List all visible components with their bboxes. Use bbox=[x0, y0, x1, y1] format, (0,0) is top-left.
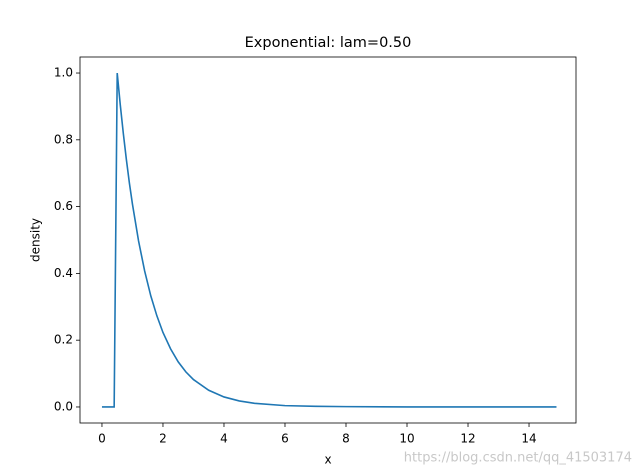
x-tick-label: 0 bbox=[98, 432, 106, 446]
x-tick-label: 14 bbox=[521, 432, 536, 446]
y-tick-label: 0.2 bbox=[54, 333, 73, 347]
x-tick-label: 12 bbox=[460, 432, 475, 446]
y-tick-label: 0.0 bbox=[54, 399, 73, 413]
x-tick-label: 2 bbox=[159, 432, 167, 446]
watermark: https://blog.csdn.net/qq_41503174 bbox=[404, 451, 632, 466]
y-axis-label: density bbox=[29, 218, 43, 262]
y-tick-label: 0.6 bbox=[54, 199, 73, 213]
x-axis-label: x bbox=[324, 453, 331, 467]
y-tick-label: 0.4 bbox=[54, 266, 73, 280]
x-tick-label: 6 bbox=[281, 432, 289, 446]
y-tick-label: 1.0 bbox=[54, 66, 73, 80]
chart-title: Exponential: lam=0.50 bbox=[245, 35, 412, 51]
data-line bbox=[101, 72, 557, 408]
plot-frame bbox=[79, 56, 577, 424]
y-tick-label: 0.8 bbox=[54, 132, 73, 146]
x-tick-label: 4 bbox=[220, 432, 228, 446]
x-tick-label: 8 bbox=[342, 432, 350, 446]
x-tick-label: 10 bbox=[399, 432, 414, 446]
